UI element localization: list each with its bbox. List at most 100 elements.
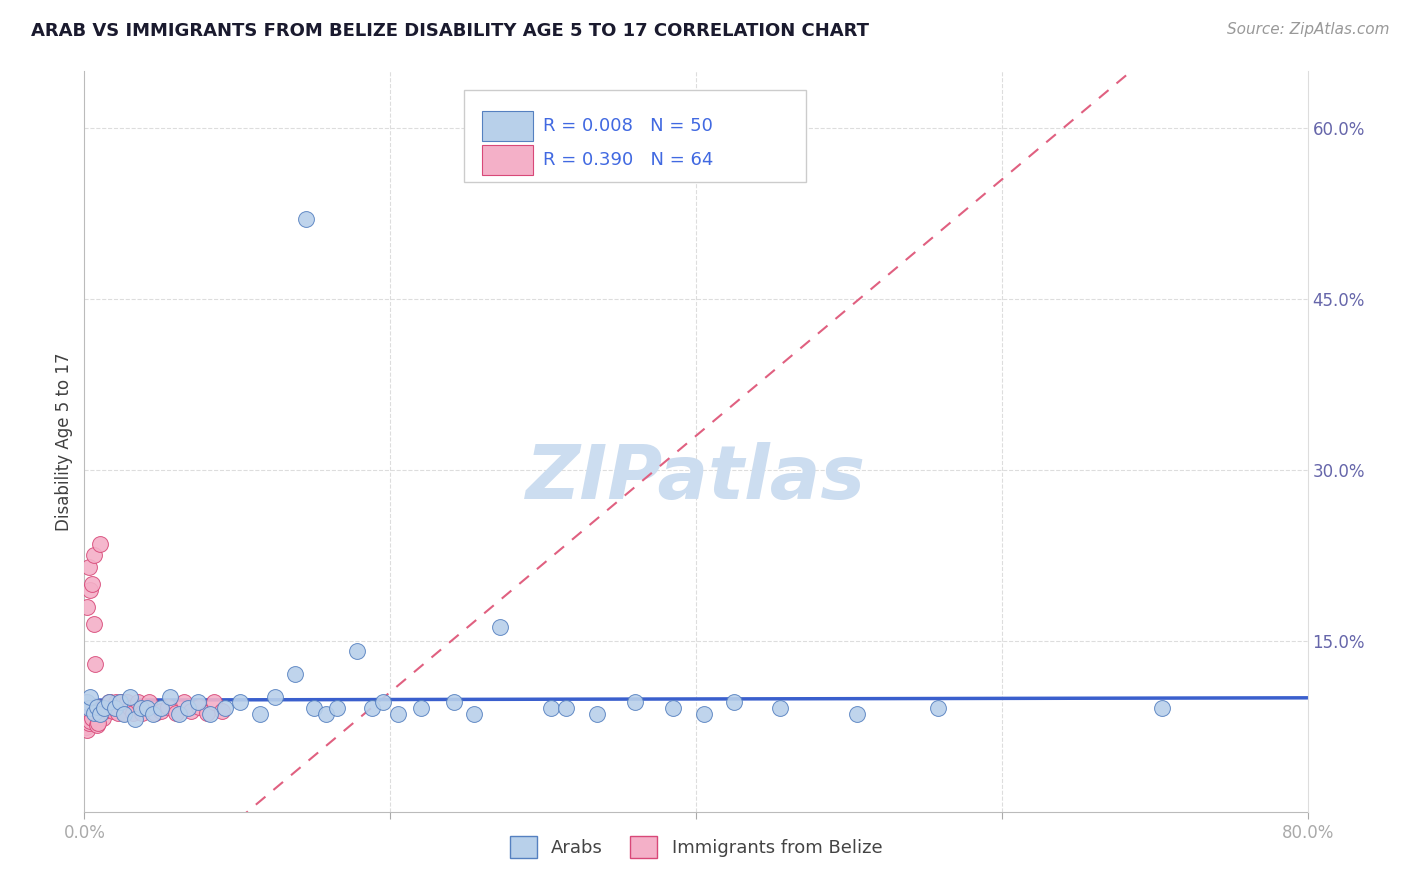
Point bbox=[80, 711, 103, 725]
Point bbox=[73, 706, 96, 721]
Point bbox=[73, 698, 96, 712]
Point bbox=[86, 700, 108, 714]
Point bbox=[84, 657, 107, 671]
Point bbox=[73, 695, 96, 709]
Point bbox=[264, 690, 287, 704]
Point bbox=[131, 706, 153, 720]
Point bbox=[138, 695, 160, 709]
Point bbox=[1152, 701, 1174, 715]
Point bbox=[73, 705, 96, 719]
Point bbox=[585, 706, 607, 721]
Point bbox=[149, 701, 172, 715]
Point bbox=[93, 701, 115, 715]
Point bbox=[73, 711, 96, 725]
Point bbox=[173, 695, 195, 709]
Point bbox=[83, 549, 105, 563]
Point bbox=[79, 582, 101, 597]
Point bbox=[77, 701, 100, 715]
Point bbox=[360, 701, 382, 715]
Point bbox=[927, 701, 949, 715]
Point bbox=[489, 620, 512, 634]
Point bbox=[73, 702, 96, 716]
Legend: Arabs, Immigrants from Belize: Arabs, Immigrants from Belize bbox=[502, 830, 890, 865]
Point bbox=[84, 705, 107, 719]
Point bbox=[73, 705, 96, 719]
Point bbox=[624, 695, 647, 709]
Point bbox=[346, 644, 368, 658]
Point bbox=[409, 701, 432, 715]
Point bbox=[662, 701, 685, 715]
Point bbox=[124, 713, 146, 727]
Point bbox=[73, 702, 96, 716]
Point bbox=[142, 706, 165, 721]
Point bbox=[94, 700, 117, 714]
Point bbox=[295, 212, 318, 227]
Point bbox=[229, 695, 252, 709]
Point bbox=[845, 706, 868, 721]
Point bbox=[76, 723, 98, 737]
Text: ARAB VS IMMIGRANTS FROM BELIZE DISABILITY AGE 5 TO 17 CORRELATION CHART: ARAB VS IMMIGRANTS FROM BELIZE DISABILIT… bbox=[31, 22, 869, 40]
Point bbox=[73, 707, 96, 722]
Text: ZIPatlas: ZIPatlas bbox=[526, 442, 866, 515]
Point bbox=[188, 700, 211, 714]
Point bbox=[167, 706, 190, 721]
Text: Source: ZipAtlas.com: Source: ZipAtlas.com bbox=[1226, 22, 1389, 37]
Point bbox=[73, 706, 96, 721]
Point bbox=[159, 690, 181, 704]
Point bbox=[136, 701, 159, 715]
Point bbox=[110, 695, 132, 709]
Point bbox=[87, 706, 110, 721]
Text: R = 0.008   N = 50: R = 0.008 N = 50 bbox=[543, 117, 713, 135]
Point bbox=[122, 706, 145, 720]
Point bbox=[180, 705, 202, 719]
Point bbox=[540, 701, 562, 715]
Point bbox=[195, 706, 218, 720]
Point bbox=[96, 701, 118, 715]
Point bbox=[315, 706, 337, 721]
Point bbox=[157, 700, 180, 714]
Point bbox=[73, 709, 96, 723]
Point bbox=[112, 706, 135, 720]
Point bbox=[120, 701, 142, 715]
Point bbox=[165, 706, 187, 720]
FancyBboxPatch shape bbox=[464, 90, 806, 183]
FancyBboxPatch shape bbox=[482, 112, 533, 141]
Point bbox=[325, 701, 347, 715]
Point bbox=[129, 701, 152, 715]
Point bbox=[89, 706, 111, 721]
Point bbox=[90, 702, 112, 716]
Point bbox=[103, 705, 125, 719]
Point bbox=[371, 695, 394, 709]
Point bbox=[75, 721, 97, 735]
Point bbox=[104, 700, 127, 714]
Point bbox=[79, 714, 101, 728]
Point bbox=[77, 559, 100, 574]
Point bbox=[77, 715, 100, 730]
Point bbox=[723, 695, 745, 709]
Point bbox=[87, 715, 110, 730]
Point bbox=[73, 711, 96, 725]
Point bbox=[284, 666, 307, 681]
Point bbox=[73, 715, 96, 730]
Point bbox=[112, 706, 135, 721]
Point bbox=[107, 706, 129, 720]
Point bbox=[443, 695, 465, 709]
Point bbox=[79, 690, 101, 704]
Point bbox=[98, 695, 121, 709]
Point bbox=[302, 701, 325, 715]
Point bbox=[93, 705, 115, 719]
Point bbox=[120, 690, 142, 704]
Point bbox=[104, 701, 127, 715]
Point bbox=[463, 706, 485, 721]
Point bbox=[115, 695, 138, 709]
Point bbox=[97, 695, 120, 709]
Point bbox=[73, 718, 96, 732]
Point bbox=[769, 701, 792, 715]
Point bbox=[101, 701, 124, 715]
Point bbox=[149, 705, 172, 719]
Point bbox=[73, 714, 96, 728]
Point bbox=[143, 706, 166, 720]
Text: R = 0.390   N = 64: R = 0.390 N = 64 bbox=[543, 151, 713, 169]
Point bbox=[108, 695, 131, 709]
Point bbox=[83, 616, 105, 631]
